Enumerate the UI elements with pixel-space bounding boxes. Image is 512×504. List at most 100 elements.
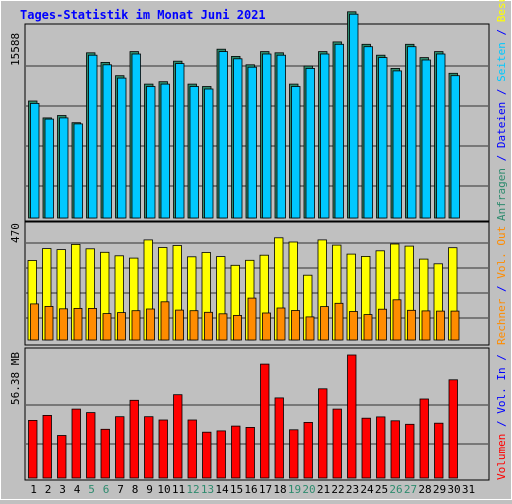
x-label-day-7: 7 bbox=[117, 483, 124, 496]
x-label-day-18: 18 bbox=[273, 483, 286, 496]
bar-middle-besuche-day-26 bbox=[392, 299, 402, 341]
x-label-day-31: 31 bbox=[462, 483, 475, 496]
bar-top-dateien-day-1 bbox=[30, 103, 40, 219]
bar-bottom-kbytes-day-24 bbox=[361, 417, 371, 479]
bar-top-dateien-day-6 bbox=[102, 64, 112, 219]
bar-bottom-kbytes-day-4 bbox=[71, 408, 81, 479]
legend-bottom-panel: Volumen / Vol. In / bbox=[495, 354, 508, 480]
legend-top-segment-4: Seiten bbox=[495, 42, 508, 82]
bar-top-dateien-day-18 bbox=[276, 54, 286, 219]
bar-middle-besuche-day-28 bbox=[421, 310, 431, 341]
bar-top-dateien-day-9 bbox=[146, 86, 156, 219]
legend-middle-segment-2: Vol. Out bbox=[495, 226, 508, 279]
x-axis-day-labels: 1 2 3 4 5 6 7 8 9 10 11 12 13 14 15 16 17 18 19 20 21 22 23 24 2… bbox=[30, 483, 475, 496]
bar-middle-besuche-day-1 bbox=[30, 303, 39, 341]
x-label-day-2: 2 bbox=[45, 483, 52, 496]
bar-bottom-kbytes-day-18 bbox=[274, 397, 284, 479]
bar-top-dateien-day-16 bbox=[247, 66, 257, 219]
bar-middle-besuche-day-12 bbox=[189, 310, 199, 341]
bar-top-dateien-day-15 bbox=[233, 58, 243, 219]
bar-middle-besuche-day-9 bbox=[146, 308, 155, 341]
bar-middle-besuche-day-2 bbox=[44, 305, 54, 341]
bar-top-dateien-day-30 bbox=[450, 75, 460, 219]
x-label-day-26: 26 bbox=[389, 483, 402, 496]
bar-bottom-kbytes-day-17 bbox=[260, 363, 270, 479]
x-label-day-16: 16 bbox=[244, 483, 257, 496]
legend-top-segment-0: Anfragen bbox=[495, 168, 508, 221]
bar-bottom-kbytes-day-30 bbox=[448, 379, 458, 479]
bar-bottom-kbytes-day-15 bbox=[231, 425, 241, 479]
x-label-day-27: 27 bbox=[404, 483, 417, 496]
x-label-day-19: 19 bbox=[288, 483, 301, 496]
bar-top-dateien-day-4 bbox=[73, 123, 83, 219]
x-label-day-4: 4 bbox=[74, 483, 81, 496]
chart-title: Tages-Statistik im Monat Juni 2021 bbox=[20, 8, 266, 22]
bars bbox=[27, 11, 460, 479]
x-label-day-9: 9 bbox=[146, 483, 153, 496]
bar-top-dateien-day-24 bbox=[363, 46, 373, 219]
bar-top-dateien-day-25 bbox=[378, 57, 388, 219]
bar-bottom-kbytes-day-5 bbox=[86, 412, 96, 479]
bar-bottom-kbytes-day-21 bbox=[318, 388, 328, 479]
legend-bottom-segment-1: / bbox=[495, 414, 508, 434]
x-label-day-11: 11 bbox=[172, 483, 185, 496]
bar-bottom-kbytes-day-7 bbox=[115, 416, 125, 479]
x-label-day-3: 3 bbox=[59, 483, 66, 496]
bar-bottom-kbytes-day-27 bbox=[405, 423, 415, 479]
bar-bottom-kbytes-day-26 bbox=[390, 420, 400, 479]
bar-bottom-kbytes-day-12 bbox=[187, 419, 197, 479]
bar-bottom-kbytes-day-28 bbox=[419, 398, 429, 479]
bar-top-dateien-day-28 bbox=[421, 59, 431, 219]
bar-bottom-kbytes-day-19 bbox=[289, 429, 299, 479]
bar-middle-besuche-day-21 bbox=[320, 306, 329, 341]
bar-middle-besuche-day-6 bbox=[102, 313, 112, 341]
bar-top-dateien-day-5 bbox=[88, 54, 98, 219]
legend-top-panel: Anfragen / Dateien / Seiten / Besuche bbox=[495, 0, 508, 221]
bar-middle-besuche-day-20 bbox=[305, 316, 315, 341]
bar-top-dateien-day-3 bbox=[59, 117, 69, 219]
bar-middle-besuche-day-19 bbox=[291, 310, 300, 341]
x-label-day-29: 29 bbox=[433, 483, 446, 496]
bar-middle-besuche-day-18 bbox=[276, 307, 286, 341]
legend-middle-panel: Rechner / Vol. Out bbox=[495, 226, 508, 345]
bar-middle-besuche-day-11 bbox=[175, 309, 184, 341]
x-label-day-28: 28 bbox=[418, 483, 431, 496]
bar-bottom-kbytes-day-25 bbox=[376, 416, 386, 479]
bar-middle-besuche-day-22 bbox=[334, 302, 344, 341]
bottom-max-label: 56.38 MB bbox=[9, 352, 22, 405]
legend-bottom-segment-3: / bbox=[495, 354, 508, 367]
bar-middle-besuche-day-30 bbox=[450, 310, 460, 341]
x-label-day-15: 15 bbox=[230, 483, 243, 496]
bar-bottom-kbytes-day-1 bbox=[28, 419, 38, 479]
bar-bottom-kbytes-day-6 bbox=[100, 428, 110, 479]
bar-top-dateien-day-26 bbox=[392, 70, 402, 219]
bar-middle-besuche-day-14 bbox=[218, 313, 228, 341]
bar-bottom-kbytes-day-20 bbox=[303, 421, 313, 479]
bar-top-dateien-day-20 bbox=[305, 68, 315, 219]
legend-top-segment-1: / bbox=[495, 148, 508, 168]
bar-middle-besuche-day-16 bbox=[247, 297, 257, 341]
bar-bottom-kbytes-day-2 bbox=[42, 414, 52, 479]
bar-middle-besuche-day-24 bbox=[363, 314, 373, 341]
x-label-day-13: 13 bbox=[201, 483, 214, 496]
bar-top-dateien-day-8 bbox=[131, 53, 141, 219]
bar-top-dateien-day-7 bbox=[117, 77, 127, 219]
x-label-day-17: 17 bbox=[259, 483, 272, 496]
bar-middle-besuche-day-17 bbox=[262, 312, 271, 341]
bar-bottom-kbytes-day-13 bbox=[202, 431, 212, 479]
x-label-day-12: 12 bbox=[186, 483, 199, 496]
bar-top-dateien-day-11 bbox=[175, 63, 185, 219]
legend-top-segment-2: Dateien bbox=[495, 102, 508, 148]
bar-bottom-kbytes-day-23 bbox=[347, 354, 357, 479]
legend-top-segment-3: / bbox=[495, 82, 508, 102]
x-label-day-21: 21 bbox=[317, 483, 330, 496]
x-label-day-8: 8 bbox=[132, 483, 139, 496]
bar-top-dateien-day-17 bbox=[262, 53, 272, 219]
bar-top-dateien-day-22 bbox=[334, 43, 344, 219]
legend-middle-segment-1: / bbox=[495, 279, 508, 299]
x-label-day-23: 23 bbox=[346, 483, 359, 496]
x-label-day-24: 24 bbox=[360, 483, 374, 496]
bar-middle-besuche-day-23 bbox=[349, 311, 358, 341]
legend-bottom-segment-2: Vol. In bbox=[495, 367, 508, 413]
